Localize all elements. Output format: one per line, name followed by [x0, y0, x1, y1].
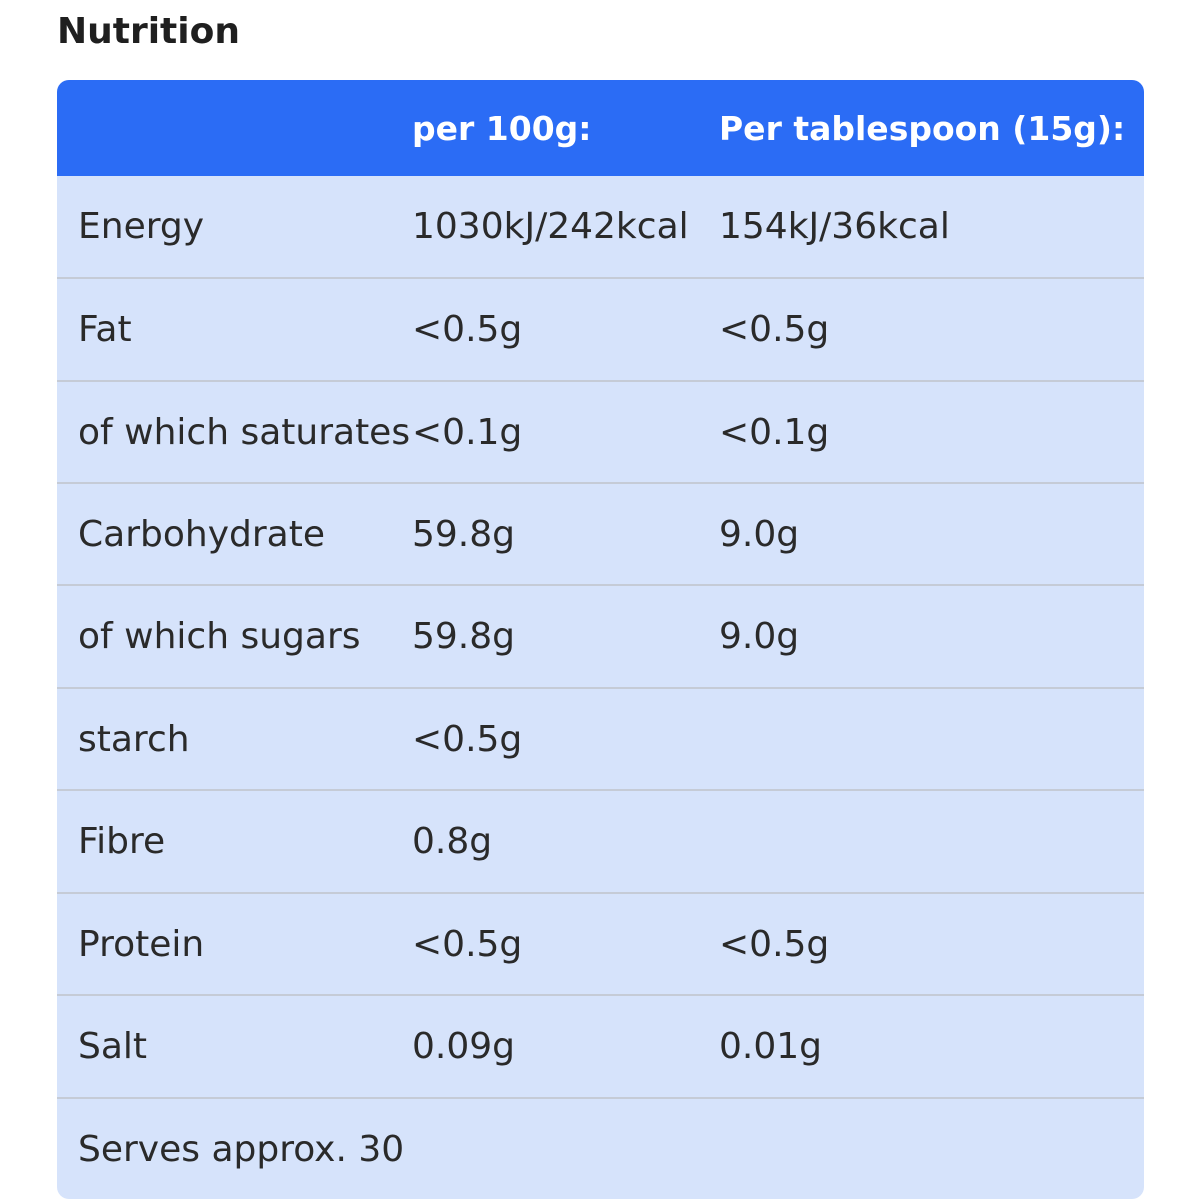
table-row: of which sugars 59.8g 9.0g	[57, 584, 1144, 687]
section-title: Nutrition	[57, 11, 240, 52]
table-row: Protein <0.5g <0.5g	[57, 892, 1144, 994]
row-label: Protein	[78, 923, 205, 965]
row-per-tablespoon: <0.5g	[719, 923, 830, 965]
row-label: Fat	[78, 309, 132, 350]
row-per-100g: <0.1g	[412, 411, 523, 453]
header-cell-per-tablespoon: Per tablespoon (15g):	[719, 108, 1126, 148]
nutrition-table: per 100g: Per tablespoon (15g): Energy 1…	[57, 80, 1144, 1199]
row-per-tablespoon: 9.0g	[719, 616, 800, 657]
row-label: Carbohydrate	[78, 513, 325, 555]
row-per-100g: 59.8g	[412, 513, 516, 555]
table-row: starch <0.5g	[57, 687, 1144, 789]
row-label: starch	[78, 718, 190, 760]
row-per-100g: 0.09g	[412, 1026, 516, 1067]
row-per-100g: 0.8g	[412, 821, 493, 862]
row-per-tablespoon: <0.5g	[719, 309, 830, 350]
header-cell-per-100g: per 100g:	[412, 108, 592, 148]
row-per-100g: 59.8g	[412, 616, 516, 657]
table-row: Serves approx. 30	[57, 1097, 1144, 1199]
table-row: Salt 0.09g 0.01g	[57, 994, 1144, 1097]
row-label: of which saturates	[78, 411, 411, 453]
row-label: Serves approx. 30	[78, 1128, 405, 1170]
table-row: of which saturates <0.1g <0.1g	[57, 380, 1144, 482]
table-header: per 100g: Per tablespoon (15g):	[57, 80, 1144, 176]
table-row: Energy 1030kJ/242kcal 154kJ/36kcal	[57, 176, 1144, 277]
row-per-tablespoon: <0.1g	[719, 411, 830, 453]
row-label: Salt	[78, 1026, 148, 1067]
row-per-100g: <0.5g	[412, 309, 523, 350]
row-per-100g: <0.5g	[412, 718, 523, 760]
row-per-tablespoon: 154kJ/36kcal	[719, 206, 950, 247]
row-per-tablespoon: 9.0g	[719, 513, 800, 555]
row-per-100g: <0.5g	[412, 923, 523, 965]
table-row: Carbohydrate 59.8g 9.0g	[57, 482, 1144, 584]
row-per-tablespoon: 0.01g	[719, 1026, 823, 1067]
row-label: Fibre	[78, 821, 166, 862]
row-label: of which sugars	[78, 616, 361, 657]
row-label: Energy	[78, 206, 205, 247]
row-per-100g: 1030kJ/242kcal	[412, 206, 689, 247]
table-row: Fibre 0.8g	[57, 789, 1144, 892]
table-row: Fat <0.5g <0.5g	[57, 277, 1144, 380]
